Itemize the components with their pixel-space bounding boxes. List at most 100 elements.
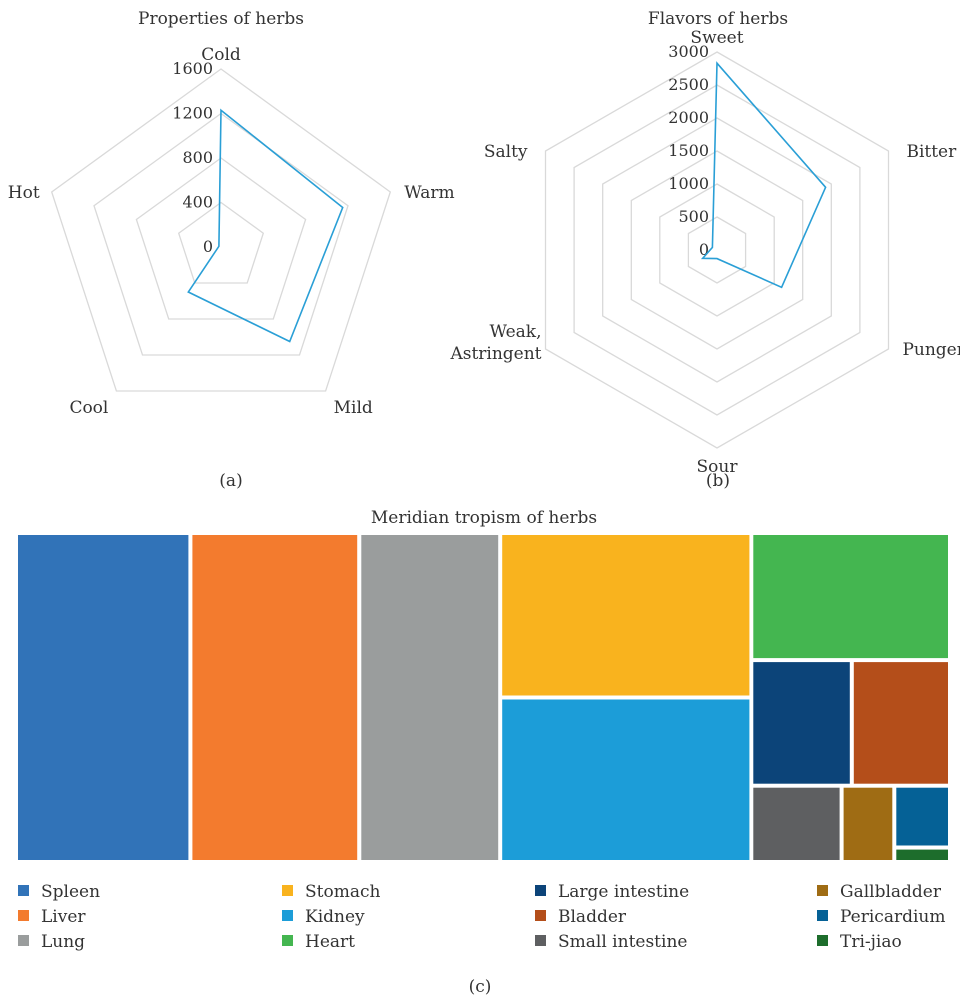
treemap-tile	[192, 535, 358, 860]
category-label: Salty	[484, 142, 528, 162]
radar-series	[187, 108, 344, 343]
category-label: Bitter	[906, 142, 957, 162]
grid-ring	[687, 216, 747, 284]
radar-tick-labels: 0 400 800 1200 1600	[172, 59, 213, 256]
grid-ring	[659, 183, 775, 317]
radar-tick-labels: 0 500 1000 1500 2000 2500 3000	[668, 42, 709, 259]
legend-label: Kidney	[305, 907, 365, 927]
treemap-tile	[753, 787, 840, 860]
tick-label: 500	[678, 207, 709, 226]
treemap-tile	[502, 535, 750, 696]
legend-item: Small intestine	[535, 932, 687, 952]
grid-ring	[602, 117, 832, 383]
treemap-tile	[853, 662, 948, 784]
treemap-legend: Spleen Liver Lung Stomach Kidney Heart Large i…	[18, 882, 945, 952]
treemap-chart-meridian: Meridian tropism of herbs Spleen Liver Lun…	[18, 508, 948, 997]
series-line	[700, 61, 827, 289]
legend-swatch	[817, 910, 828, 921]
panel-label-a: (a)	[219, 471, 242, 491]
grid-ring	[135, 157, 307, 320]
legend-label: Lung	[41, 932, 85, 952]
tick-label: 1200	[172, 104, 213, 123]
radar-chart-properties: Properties of herbs 0 400 800 1200 1600 Cold…	[8, 9, 455, 491]
tick-label: 0	[203, 237, 213, 256]
treemap-tile	[361, 535, 499, 860]
grid-ring	[630, 150, 804, 350]
grid-ring	[573, 84, 861, 416]
legend-label: Bladder	[558, 907, 627, 927]
legend-swatch	[18, 885, 29, 896]
legend-item: Gallbladder	[817, 882, 942, 902]
tick-label: 0	[699, 240, 709, 259]
radar-category-labels: Cold Warm Mild Cool Hot	[8, 45, 455, 418]
legend-swatch	[817, 935, 828, 946]
grid-ring	[544, 51, 890, 449]
tick-label: 800	[182, 148, 213, 167]
category-label: Sweet	[690, 28, 743, 48]
category-label: Sour	[697, 457, 739, 477]
legend-item: Kidney	[282, 907, 365, 927]
category-label: Cool	[69, 398, 108, 418]
chart-title: Properties of herbs	[138, 9, 304, 29]
legend-label: Heart	[305, 932, 355, 952]
chart-title: Meridian tropism of herbs	[371, 508, 597, 528]
treemap-tile	[18, 535, 189, 860]
tick-label: 2000	[668, 108, 709, 127]
legend-label: Small intestine	[558, 932, 687, 952]
category-label: Cold	[201, 45, 241, 65]
category-label: Warm	[404, 183, 454, 203]
legend-item: Lung	[18, 932, 85, 952]
treemap-tile	[753, 535, 948, 659]
panel-label-b: (b)	[706, 471, 730, 491]
grid-ring	[177, 201, 265, 284]
chart-title: Flavors of herbs	[648, 9, 788, 29]
legend-label: Tri-jiao	[840, 932, 902, 952]
legend-swatch	[535, 885, 546, 896]
treemap-tile	[753, 662, 850, 784]
legend-item: Pericardium	[817, 907, 945, 927]
treemap-tile	[502, 699, 750, 860]
legend-item: Large intestine	[535, 882, 689, 902]
legend-swatch	[817, 885, 828, 896]
treemap-tile	[843, 787, 893, 860]
radar-chart-flavors: Flavors of herbs 0 500 1000 1500 2000 2500 300…	[449, 9, 960, 491]
grid-ring	[93, 112, 349, 356]
legend-label: Liver	[41, 907, 86, 927]
radar-category-labels: Sweet Bitter Pungent Sour Weak,Astringent Sal…	[449, 28, 960, 477]
treemap-tile	[896, 787, 948, 846]
legend-item: Heart	[282, 932, 355, 952]
legend-label: Gallbladder	[840, 882, 942, 902]
legend-item: Tri-jiao	[817, 932, 902, 952]
tick-label: 400	[182, 193, 213, 212]
radar-series	[700, 61, 827, 289]
series-line	[187, 108, 344, 343]
legend-swatch	[535, 935, 546, 946]
legend-swatch	[282, 935, 293, 946]
legend-swatch	[18, 910, 29, 921]
tick-label: 1000	[668, 174, 709, 193]
legend-item: Bladder	[535, 907, 627, 927]
legend-swatch	[282, 885, 293, 896]
legend-swatch	[18, 935, 29, 946]
tick-label: 3000	[668, 42, 709, 61]
legend-item: Stomach	[282, 882, 380, 902]
legend-label: Pericardium	[840, 907, 945, 927]
category-label: Pungent	[902, 340, 960, 360]
tick-label: 1500	[668, 141, 709, 160]
radar-grid	[544, 51, 890, 449]
grid-ring	[50, 68, 392, 392]
legend-label: Stomach	[305, 882, 380, 902]
legend-swatch	[282, 910, 293, 921]
treemap-tile	[896, 849, 948, 860]
category-label: Mild	[334, 398, 373, 418]
legend-item: Spleen	[18, 882, 100, 902]
treemap-tiles	[18, 535, 948, 860]
legend-item: Liver	[18, 907, 86, 927]
legend-label: Large intestine	[558, 882, 689, 902]
legend-label: Spleen	[41, 882, 100, 902]
tick-label: 2500	[668, 75, 709, 94]
tick-label: 1600	[172, 59, 213, 78]
category-label: Weak, Astringent	[449, 322, 541, 364]
panel-label-c: (c)	[469, 977, 492, 997]
